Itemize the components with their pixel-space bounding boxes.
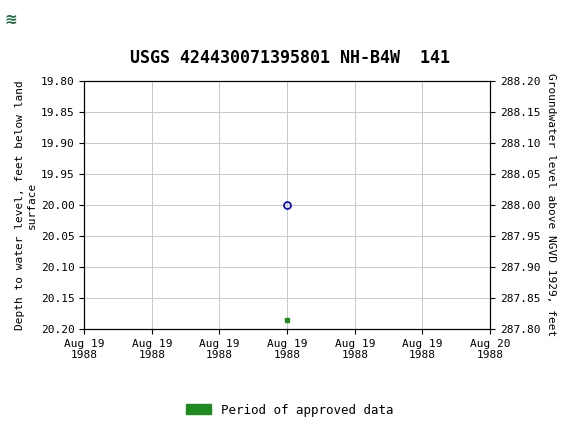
- Y-axis label: Depth to water level, feet below land
surface: Depth to water level, feet below land su…: [15, 80, 37, 330]
- Y-axis label: Groundwater level above NGVD 1929, feet: Groundwater level above NGVD 1929, feet: [546, 74, 556, 337]
- Legend: Period of approved data: Period of approved data: [181, 399, 399, 421]
- Text: USGS 424430071395801 NH-B4W  141: USGS 424430071395801 NH-B4W 141: [130, 49, 450, 67]
- Bar: [3, 3, 35, 35]
- Text: ≋: ≋: [4, 12, 17, 27]
- Text: USGS: USGS: [39, 12, 86, 27]
